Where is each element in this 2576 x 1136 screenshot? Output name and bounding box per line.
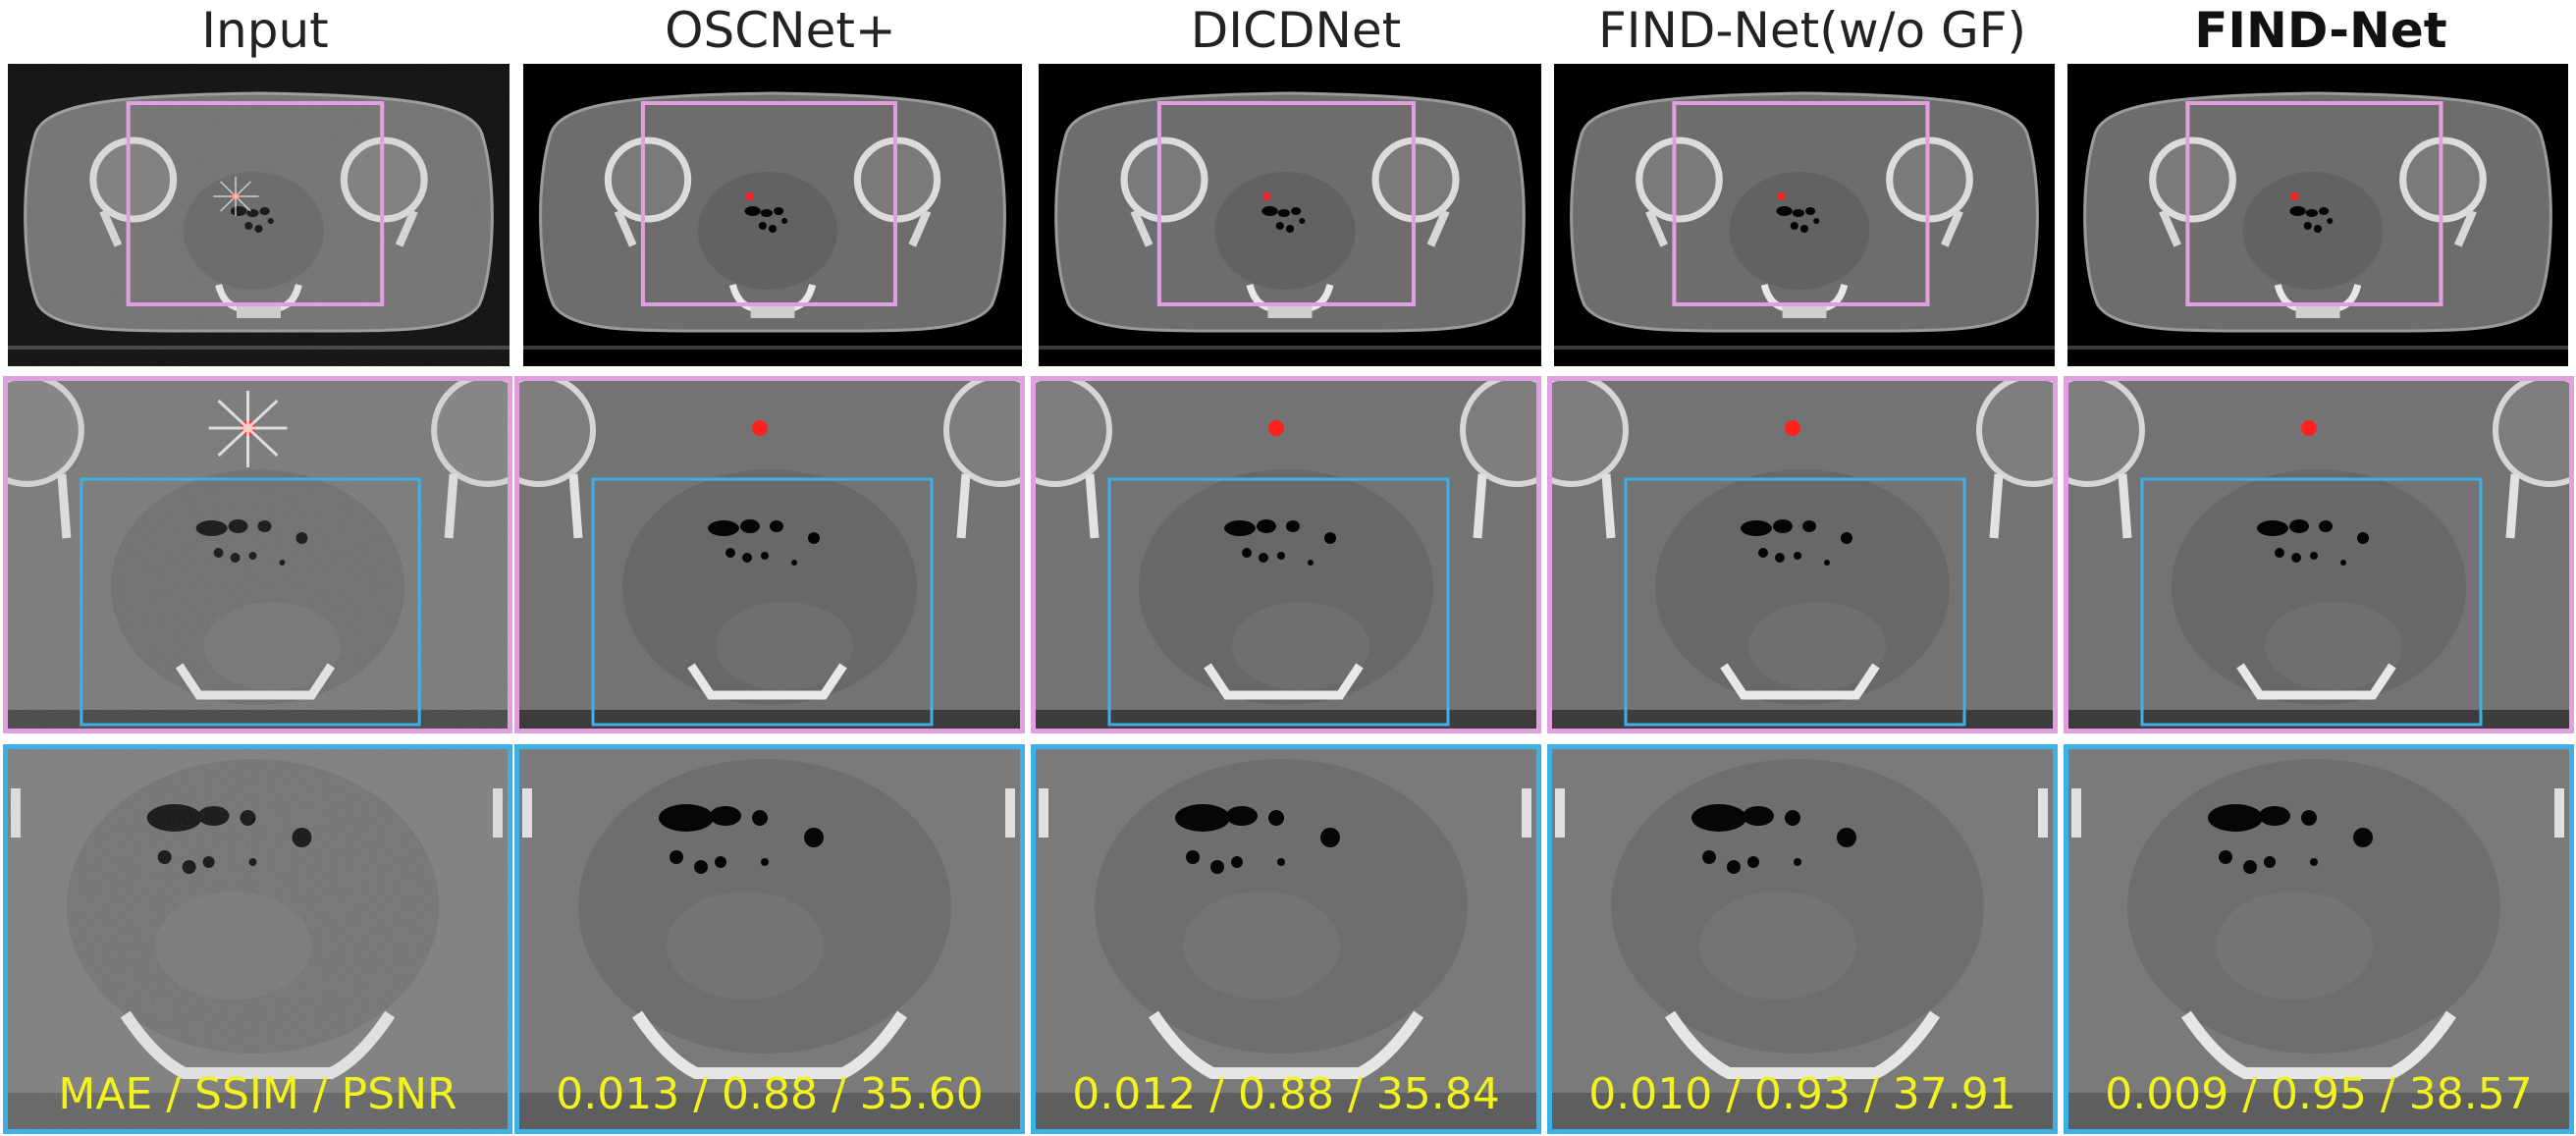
zoom-region-blue: 0.009 / 0.95 / 38.57 <box>2064 744 2574 1134</box>
zoom-region-pink <box>1547 376 2058 733</box>
full-ct-slice <box>523 64 1022 366</box>
metric-label: MAE / SSIM / PSNR <box>58 1069 457 1119</box>
metric-label: 0.009 / 0.95 / 38.57 <box>2105 1069 2533 1119</box>
column-title: FIND-Net <box>2194 2 2447 59</box>
column-title: FIND-Net(w/o GF) <box>1598 2 2026 59</box>
full-ct-slice <box>2067 64 2568 366</box>
zoom-region-blue: 0.010 / 0.93 / 37.91 <box>1547 744 2058 1134</box>
zoom-region-blue: MAE / SSIM / PSNR <box>3 744 512 1134</box>
column-title: OSCNet+ <box>665 2 896 59</box>
full-ct-slice <box>1554 64 2055 366</box>
metric-label: 0.010 / 0.93 / 37.91 <box>1588 1069 2016 1119</box>
metric-label: 0.012 / 0.88 / 35.84 <box>1072 1069 1500 1119</box>
full-ct-slice <box>1039 64 1541 366</box>
metric-label: 0.013 / 0.88 / 35.60 <box>556 1069 984 1119</box>
zoom-region-pink <box>514 376 1025 733</box>
full-ct-slice <box>8 64 510 366</box>
zoom-region-blue: 0.012 / 0.88 / 35.84 <box>1031 744 1541 1134</box>
column-title: Input <box>201 2 329 59</box>
column-title: DICDNet <box>1190 2 1402 59</box>
zoom-region-pink <box>1031 376 1541 733</box>
zoom-region-pink <box>3 376 512 733</box>
zoom-region-pink <box>2064 376 2574 733</box>
zoom-region-blue: 0.013 / 0.88 / 35.60 <box>514 744 1025 1134</box>
